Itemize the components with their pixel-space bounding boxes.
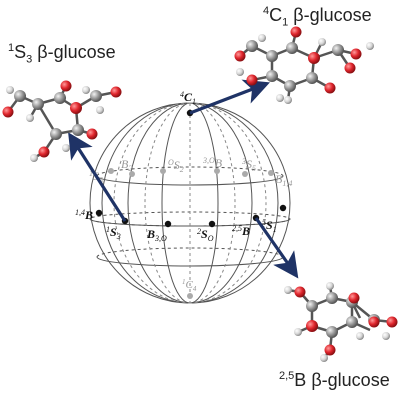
label-eq-1: 1,4B (75, 208, 93, 222)
arrow-to-1s3 (68, 132, 127, 222)
point-eq-6 (279, 204, 287, 212)
label-back-4: 3S5 (241, 157, 256, 173)
sphere-labels: 4C1 1C4 1,4B 1S3 B3,O 2SO 2,5B 5S1 B2 OS… (75, 90, 292, 293)
meridian-front-1 (161, 102, 191, 304)
caption-1s3-beta-glucose: 1S3 β-glucose (8, 42, 116, 66)
upper-latitude-front (96, 175, 284, 186)
molecule-25b-ball-and-stick (284, 282, 398, 362)
arrow-to-4c1 (189, 79, 270, 115)
point-south (187, 293, 193, 299)
label-back-3: 3,OB (202, 156, 223, 170)
label-eq-4: 2SO (197, 227, 214, 243)
point-back-3 (160, 168, 166, 174)
point-eq-1 (95, 209, 103, 217)
point-eq-3 (164, 220, 172, 228)
molecule-4c1-ball-and-stick (234, 26, 374, 104)
meridian-front-4 (189, 102, 253, 304)
arrow-to-25b (254, 217, 299, 279)
caption-4c1-beta-glucose: 4C1 β-glucose (263, 5, 372, 29)
label-eq-6: 5S1 (262, 218, 277, 234)
meridian-front-3 (127, 102, 191, 304)
meridian-front-5 (101, 102, 191, 304)
meridian-front-2 (189, 102, 219, 304)
point-eq-4 (208, 220, 216, 228)
label-south: 1C4 (182, 278, 197, 293)
label-back-2: OS2 (168, 158, 184, 174)
label-back-5: B1,4 (275, 172, 292, 188)
meridian-front-6 (189, 102, 279, 304)
transition-arrows (68, 79, 299, 279)
sphere-grid (89, 102, 291, 304)
molecule-1s3-ball-and-stick (2, 80, 122, 162)
label-north: 4C1 (180, 90, 196, 106)
point-back-4 (214, 168, 220, 174)
point-back-6 (268, 170, 274, 176)
caption-25b-beta-glucose: 2,5B β-glucose (279, 370, 390, 390)
label-eq-3: B3,O (146, 227, 167, 243)
meridians-back (113, 102, 267, 304)
point-back-1 (108, 168, 114, 174)
label-eq-2: 1S3 (106, 225, 121, 241)
point-back-2 (129, 171, 135, 177)
label-eq-5: 2,5B (232, 224, 250, 238)
label-back-1: B2 (121, 157, 132, 173)
point-back-5 (242, 171, 248, 177)
